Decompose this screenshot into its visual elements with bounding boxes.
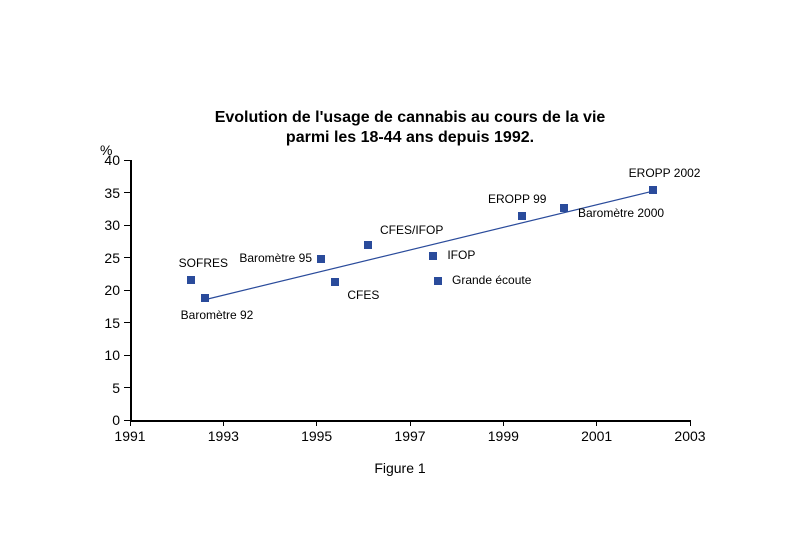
data-point: [649, 186, 657, 194]
x-tick-mark: [223, 420, 224, 426]
x-tick-label: 1997: [385, 428, 435, 444]
data-point: [317, 255, 325, 263]
data-point-label: Baromètre 95: [239, 251, 312, 265]
y-tick-label: 40: [92, 152, 120, 168]
x-tick-mark: [596, 420, 597, 426]
data-point: [518, 212, 526, 220]
x-tick-mark: [410, 420, 411, 426]
x-tick-mark: [316, 420, 317, 426]
data-point: [429, 252, 437, 260]
data-point: [331, 278, 339, 286]
y-tick-label: 0: [92, 412, 120, 428]
data-point-label: Baromètre 92: [181, 308, 254, 322]
x-tick-mark: [130, 420, 131, 426]
x-tick-label: 1993: [198, 428, 248, 444]
figure-canvas: Evolution de l'usage de cannabis au cour…: [0, 0, 810, 540]
chart-title-line2: parmi les 18-44 ans depuis 1992.: [286, 129, 534, 146]
y-tick-label: 15: [92, 315, 120, 331]
y-tick-label: 20: [92, 282, 120, 298]
y-tick-label: 25: [92, 250, 120, 266]
data-point-label: Grande écoute: [452, 273, 531, 287]
data-point-label: IFOP: [447, 248, 475, 262]
data-point-label: CFES: [347, 288, 379, 302]
x-tick-label: 2001: [572, 428, 622, 444]
data-point: [187, 276, 195, 284]
x-tick-mark: [690, 420, 691, 426]
y-tick-label: 35: [92, 185, 120, 201]
data-point: [201, 294, 209, 302]
chart-title: Evolution de l'usage de cannabis au cour…: [140, 108, 680, 148]
data-point-label: EROPP 2002: [629, 166, 701, 180]
figure-caption: Figure 1: [300, 460, 500, 476]
data-point: [364, 241, 372, 249]
data-point: [434, 277, 442, 285]
data-point-label: EROPP 99: [488, 192, 546, 206]
data-point: [560, 204, 568, 212]
x-tick-label: 1991: [105, 428, 155, 444]
chart-title-line1: Evolution de l'usage de cannabis au cour…: [215, 109, 606, 126]
x-tick-mark: [503, 420, 504, 426]
y-tick-label: 5: [92, 380, 120, 396]
data-point-label: Baromètre 2000: [578, 206, 664, 220]
data-point-label: SOFRES: [179, 256, 228, 270]
data-point-label: CFES/IFOP: [380, 223, 443, 237]
x-tick-label: 2003: [665, 428, 715, 444]
y-tick-label: 10: [92, 347, 120, 363]
trend-line: [130, 160, 690, 420]
x-tick-label: 1999: [478, 428, 528, 444]
x-tick-label: 1995: [292, 428, 342, 444]
plot-area: 0510152025303540199119931995199719992001…: [130, 160, 690, 420]
y-tick-label: 30: [92, 217, 120, 233]
